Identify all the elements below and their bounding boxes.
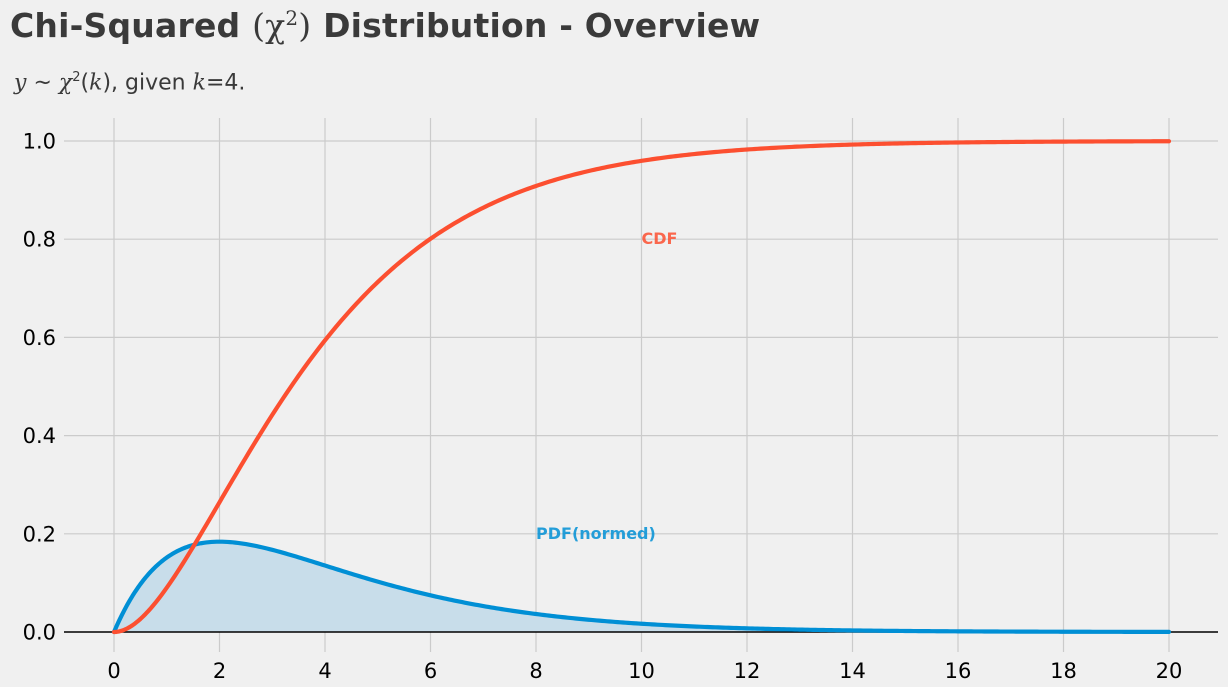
x-tick-labels: 0 2 4 6 8 10 12 14 16 18 20 [107, 659, 1182, 683]
y-tick-label: 1.0 [23, 130, 56, 154]
pdf-fill-area [114, 541, 1169, 632]
subtitle-k: k [192, 70, 206, 96]
pdf-line [111, 539, 1172, 635]
x-gridlines [113, 118, 1170, 652]
y-tick-label: 0.8 [23, 228, 56, 252]
subtitle-chi: χ [58, 70, 73, 96]
x-tick-label: 10 [628, 659, 655, 683]
y-gridlines [64, 140, 1218, 535]
cdf-line [111, 139, 1172, 635]
x-tick-label: 6 [424, 659, 437, 683]
x-tick-label: 20 [1156, 659, 1183, 683]
x-tick-label: 4 [318, 659, 331, 683]
title-prefix: Chi-Squared [10, 6, 241, 45]
x-tick-label: 0 [107, 659, 120, 683]
x-tick-label: 18 [1050, 659, 1077, 683]
pdf-label: PDF(normed) [536, 524, 656, 543]
subtitle-arg: k [89, 70, 103, 96]
subtitle-sup: 2 [72, 70, 81, 85]
title-symbol: χ [265, 6, 286, 45]
title-math: (χ2) [252, 6, 312, 45]
y-tick-labels: 0.0 0.2 0.4 0.6 0.8 1.0 [23, 130, 56, 645]
x-tick-label: 16 [945, 659, 972, 683]
x-tick-label: 8 [529, 659, 542, 683]
cdf-label: CDF [642, 229, 678, 248]
x-tick-label: 14 [839, 659, 866, 683]
chart-subtitle: y ~ χ2(k), given k=4. [14, 70, 246, 96]
y-tick-label: 0.2 [23, 522, 56, 546]
title-suffix: Distribution - Overview [323, 6, 761, 45]
y-tick-label: 0.6 [23, 326, 56, 350]
subtitle-value: =4. [205, 70, 246, 96]
x-tick-label: 12 [734, 659, 761, 683]
y-tick-label: 0.4 [23, 424, 56, 448]
x-tick-label: 2 [213, 659, 226, 683]
subtitle-var: y [14, 70, 27, 96]
chart-title: Chi-Squared (χ2) Distribution - Overview [10, 6, 760, 45]
subtitle-tilde: ~ [33, 70, 52, 96]
title-sup: 2 [285, 6, 299, 30]
y-tick-label: 0.0 [23, 621, 56, 645]
subtitle-given: , given [111, 70, 186, 96]
